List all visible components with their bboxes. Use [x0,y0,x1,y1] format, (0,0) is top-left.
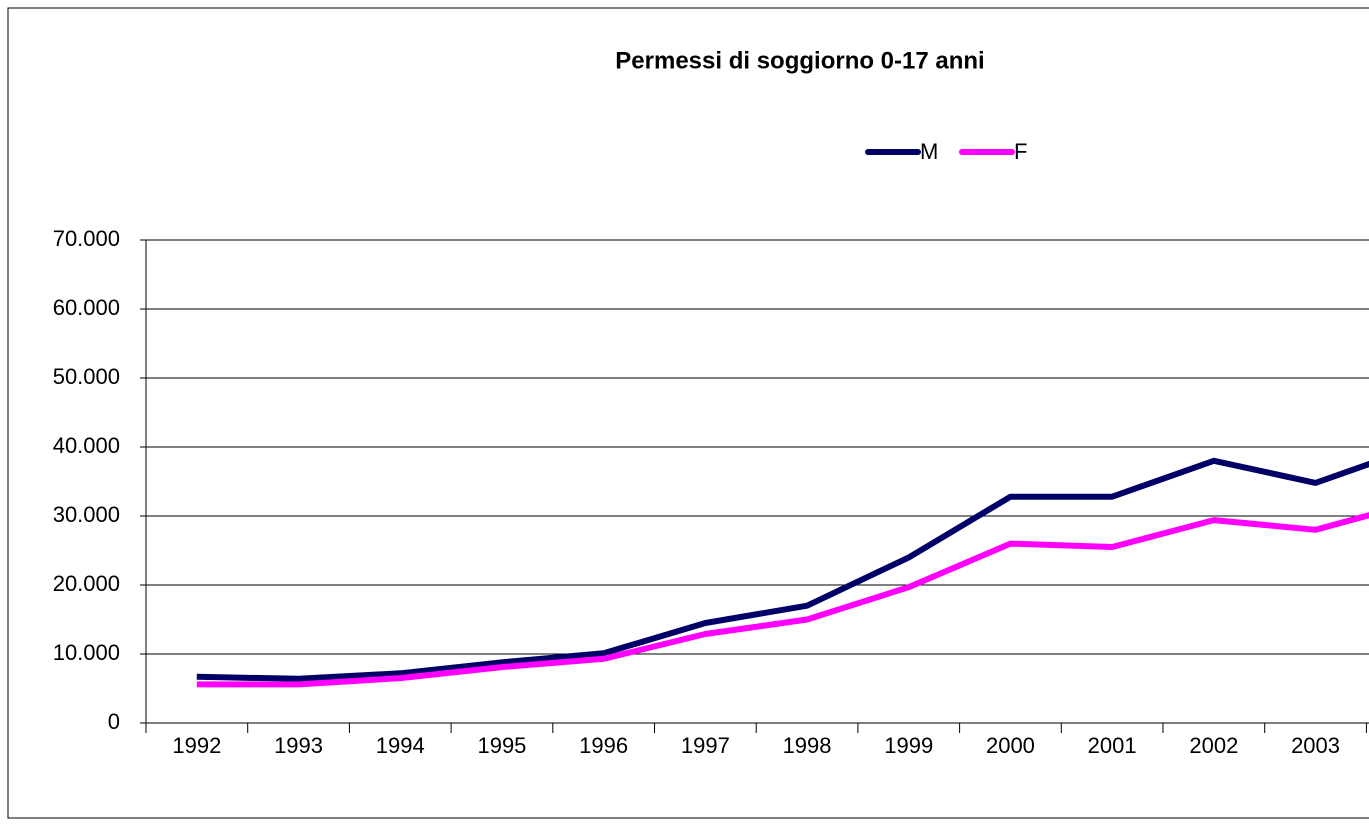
y-tick-label: 70.000 [53,226,120,251]
chart-frame [7,7,1369,819]
y-tick-label: 50.000 [53,364,120,389]
y-tick-label: 30.000 [53,502,120,527]
x-tick-label: 2000 [986,733,1035,758]
legend-label: F [1014,139,1027,164]
x-tick-label: 1992 [172,733,221,758]
y-tick-label: 40.000 [53,433,120,458]
x-tick-label: 2002 [1189,733,1238,758]
x-tick-label: 1994 [376,733,425,758]
line-series [196,512,1369,688]
chart-title: Permessi di soggiorno 0-17 anni [615,47,984,74]
y-tick-label: 60.000 [53,295,120,320]
line-series [196,457,1369,682]
x-tick-label: 1997 [681,733,730,758]
y-tick-label: 0 [108,709,120,734]
x-tick-label: 1999 [884,733,933,758]
x-tick-label: 1996 [579,733,628,758]
x-tick-label: 1995 [477,733,526,758]
x-tick-label: 2003 [1291,733,1340,758]
y-tick-label: 20.000 [53,571,120,596]
x-tick-label: 1998 [783,733,832,758]
x-tick-label: 1993 [274,733,323,758]
legend-label: M [920,139,938,164]
y-tick-label: 10.000 [53,640,120,665]
x-tick-label: 2001 [1088,733,1137,758]
